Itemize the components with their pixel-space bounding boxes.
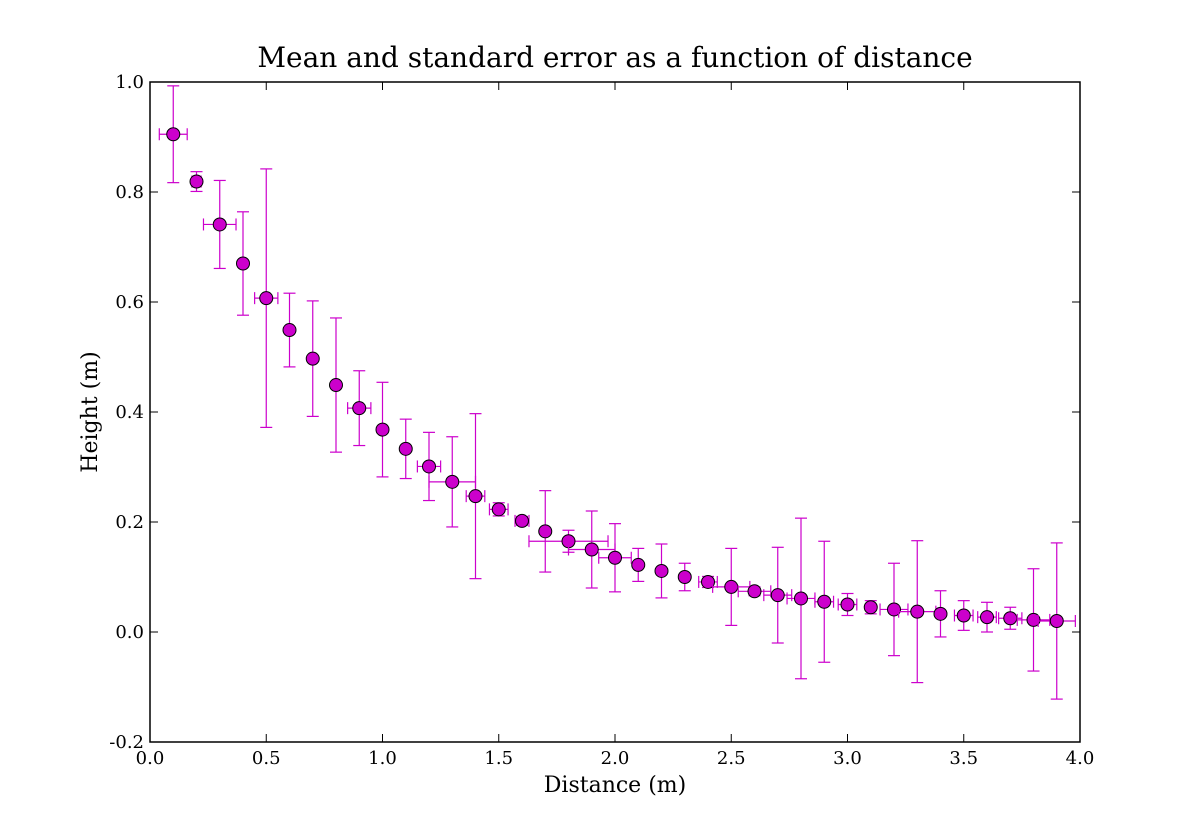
data-point [305,351,320,366]
y-tick-label: 0.8 [115,182,144,203]
data-point-group [305,300,320,417]
y-tick-label: -0.2 [109,732,144,753]
data-point-group [465,413,486,580]
data-point-group [202,179,237,270]
data-point-group [158,85,188,184]
data-point-group [189,171,204,193]
data-point-group [567,510,616,589]
data-point-group [837,592,858,617]
data-point [352,401,367,416]
data-point [398,441,413,456]
x-tick-label: 1.0 [368,748,397,769]
data-point [1003,611,1018,626]
data-point [980,610,994,625]
y-tick-label: 0.2 [115,512,144,533]
x-tick-label: 2.5 [717,748,746,769]
y-tick-label: 0.4 [115,402,144,423]
data-point-group [677,562,692,592]
data-point-group [898,540,937,684]
data-point [538,524,553,539]
data-point [329,378,343,393]
data-point [212,217,227,232]
x-tick-label: 2.0 [601,748,630,769]
data-point-group [598,523,632,593]
plot-area [158,85,1076,700]
data-point [189,174,204,189]
data-point [887,602,901,617]
data-point-group [712,547,751,627]
data-point-group [654,543,669,599]
data-point [956,608,971,623]
data-point-group [236,211,250,316]
data-point-group [737,584,772,599]
data-point [863,600,878,615]
data-point [468,489,483,504]
y-tick-label: 1.0 [115,72,144,93]
data-point-group [375,381,390,478]
data-point [584,542,599,557]
data-point [236,256,250,271]
data-point [654,563,669,578]
data-point [515,513,529,528]
data-point-group [698,574,718,589]
data-point-group [488,502,509,517]
data-point [910,604,925,619]
data-point-group [538,490,553,573]
data-point [677,570,692,584]
data-point-group [863,600,878,615]
x-tick-label: 0.0 [136,748,165,769]
data-point [282,323,297,338]
data-point-group [428,436,477,528]
data-point [794,591,808,606]
data-point-group [953,600,974,631]
data-point-group [786,517,816,680]
data-point [259,291,274,306]
data-point [1049,614,1064,628]
data-point [166,127,181,142]
data-point [608,550,622,565]
plot-frame [149,81,1081,743]
data-point-group [1037,542,1076,700]
data-point-group [514,513,530,528]
data-point [375,422,390,437]
data-point [445,474,460,489]
data-point-group [347,370,372,447]
data-point [701,574,715,589]
data-point-group [329,317,343,453]
data-point-group [631,547,646,583]
data-point [724,579,739,594]
data-point-group [416,431,442,502]
x-tick-label: 0.5 [252,748,281,769]
data-point-group [879,562,909,657]
y-tick-label: 0.0 [115,622,144,643]
data-point [840,597,855,612]
data-point [1026,612,1041,627]
data-point-group [1016,568,1051,672]
data-point-group [254,168,279,428]
data-point-group [933,590,948,638]
x-tick-label: 4.0 [1066,748,1095,769]
y-axis-label: Height (m) [78,351,103,472]
data-point-group [977,601,997,633]
x-tick-label: 1.5 [484,748,513,769]
y-tick-label: 0.6 [115,292,144,313]
data-point-group [282,292,297,368]
data-point [747,584,762,599]
data-point-group [398,418,413,480]
x-tick-label: 3.5 [949,748,978,769]
data-point [422,459,436,474]
data-point [817,594,832,609]
data-point [933,606,948,621]
data-point [631,557,646,572]
data-point-group [998,606,1023,630]
data-point [491,502,506,517]
chart-title: Mean and standard error as a function of… [257,41,972,74]
x-axis-label: Distance (m) [544,773,686,798]
data-point-group [763,546,793,644]
data-point-group [814,540,835,663]
x-tick-label: 3.0 [833,748,862,769]
data-point [770,588,785,603]
